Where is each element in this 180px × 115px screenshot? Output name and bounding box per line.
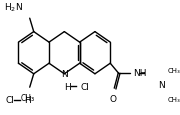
Text: Cl: Cl — [80, 82, 89, 91]
Text: CH₃: CH₃ — [21, 93, 35, 102]
Text: Cl: Cl — [6, 95, 14, 104]
Text: CH₃: CH₃ — [168, 67, 180, 73]
Text: N: N — [158, 80, 165, 89]
Text: H: H — [64, 82, 71, 91]
Text: H: H — [24, 95, 31, 104]
Text: NH: NH — [133, 69, 146, 78]
Text: H$_2$N: H$_2$N — [4, 2, 23, 14]
Text: N: N — [61, 70, 68, 79]
Text: O: O — [109, 94, 116, 103]
Text: CH₃: CH₃ — [168, 96, 180, 102]
